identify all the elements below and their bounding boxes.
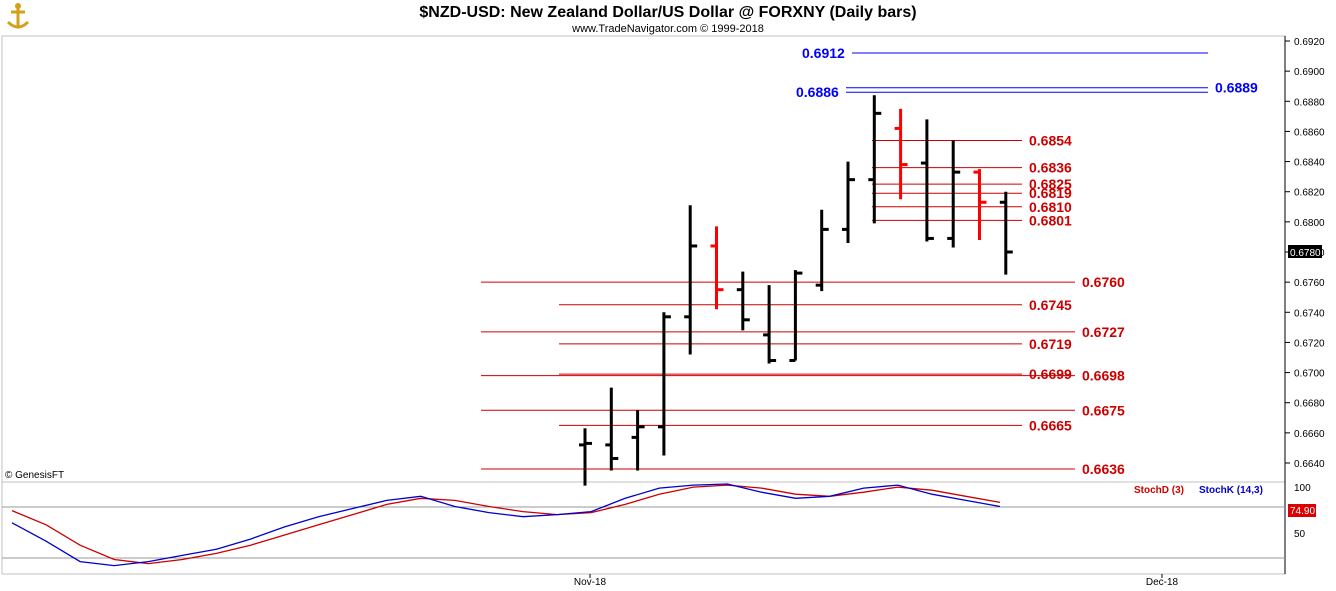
ohlc-bars	[579, 95, 1013, 486]
price-tick-label: 0.6880	[1294, 97, 1325, 108]
stochastic-lines	[11, 483, 1001, 567]
ohlc-bar	[684, 205, 698, 355]
level-label: 0.6886	[796, 84, 839, 100]
chart-title: $NZD-USD: New Zealand Dollar/US Dollar @…	[419, 4, 916, 21]
price-tick-label: 0.6920	[1294, 37, 1325, 48]
price-axis: 0.6920 0.6900 0.6880 0.6860 0.6840 0.6820 0.68…	[1285, 37, 1325, 470]
stoch-d-legend: StochD (3)	[1134, 485, 1184, 496]
ohlc-bar	[868, 95, 882, 224]
price-tick-label: 0.6860	[1294, 127, 1325, 138]
stoch-line	[11, 483, 1001, 567]
price-tick-label: 0.6640	[1294, 459, 1325, 470]
level-label: 0.6825	[1029, 176, 1072, 192]
ohlc-bar	[631, 410, 645, 471]
level-label: 0.6801	[1029, 212, 1072, 228]
price-tick-label: 0.6800	[1294, 218, 1325, 229]
level-label: 0.6727	[1082, 324, 1125, 340]
price-tick-label: 0.6760	[1294, 278, 1325, 289]
ohlc-bar	[789, 270, 803, 363]
ohlc-bar	[710, 226, 724, 310]
ohlc-bar	[605, 387, 619, 471]
stoch-tick-100: 100	[1294, 483, 1311, 494]
level-label: 0.6698	[1082, 368, 1125, 384]
stoch-line	[11, 484, 1001, 565]
price-tick-label: 0.6660	[1294, 429, 1325, 440]
level-label: 0.6760	[1082, 274, 1125, 290]
level-label: 0.6810	[1029, 199, 1072, 215]
level-label: 0.6854	[1029, 132, 1072, 148]
ohlc-bar	[842, 161, 855, 243]
level-label: 0.6745	[1029, 297, 1072, 313]
ohlc-bar	[894, 108, 908, 200]
level-label: 0.6836	[1029, 160, 1072, 176]
level-label: 0.6819	[1029, 185, 1072, 201]
stoch-last-label: 74.90	[1290, 506, 1315, 517]
copyright-label: © GenesisFT	[5, 470, 64, 481]
price-tick-label: 0.6740	[1294, 308, 1325, 319]
stoch-tick-50: 50	[1294, 529, 1306, 540]
last-price-label: 0.6780	[1290, 248, 1321, 259]
ohlc-bar	[736, 271, 750, 331]
level-label: 0.6889	[1215, 80, 1258, 96]
x-label-dec: Dec-18	[1146, 577, 1179, 588]
price-tick-label: 0.6700	[1294, 369, 1325, 380]
level-label: 0.6912	[802, 45, 845, 61]
ohlc-bar	[815, 209, 829, 292]
ohlc-bar	[947, 140, 961, 248]
last-price-badge: 0.6780	[1288, 245, 1322, 259]
price-tick-label: 0.6820	[1294, 188, 1325, 199]
stoch-k-legend: StochK (14,3)	[1199, 485, 1263, 496]
ohlc-bar	[999, 191, 1013, 275]
stochastic-panel	[1, 481, 1286, 575]
level-label: 0.6719	[1029, 336, 1072, 352]
level-label: 0.6665	[1029, 417, 1072, 433]
ohlc-bar	[657, 312, 671, 456]
level-label: 0.6675	[1082, 402, 1125, 418]
anchor-icon	[2, 2, 34, 32]
price-tick-label: 0.6840	[1294, 158, 1325, 169]
price-tick-label: 0.6680	[1294, 399, 1325, 410]
ohlc-bar	[973, 169, 987, 240]
chart-subtitle: www.TradeNavigator.com © 1999-2018	[571, 23, 764, 35]
x-label-nov: Nov-18	[574, 577, 607, 588]
price-tick-label: 0.6720	[1294, 338, 1325, 349]
level-lines: 0.69120.68890.68860.68540.68360.68250.68…	[481, 45, 1258, 477]
ohlc-bar	[763, 285, 777, 364]
level-label: 0.6699	[1029, 366, 1072, 382]
ohlc-bar	[579, 428, 592, 486]
ohlc-bar	[920, 119, 934, 242]
price-tick-label: 0.6900	[1294, 67, 1325, 78]
level-label: 0.6636	[1082, 461, 1125, 477]
stoch-last-badge: 74.90	[1288, 504, 1316, 517]
